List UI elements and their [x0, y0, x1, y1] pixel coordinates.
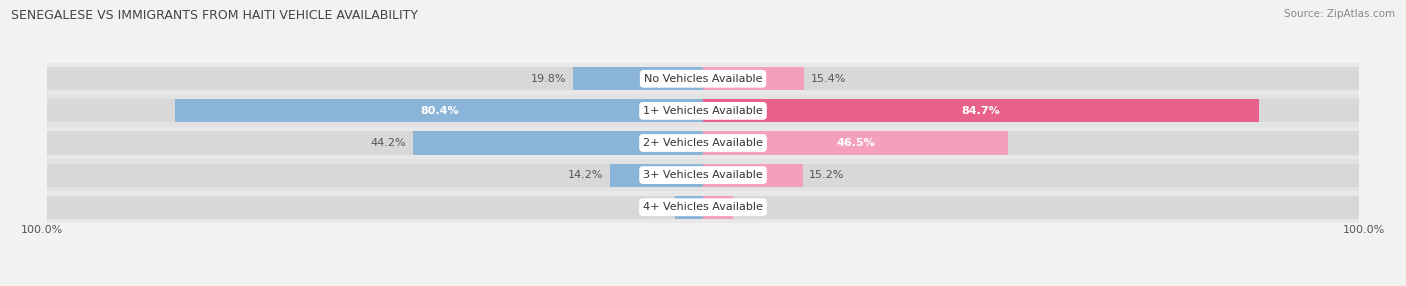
Bar: [703, 164, 803, 187]
Text: 84.7%: 84.7%: [962, 106, 1000, 116]
Text: 4+ Vehicles Available: 4+ Vehicles Available: [643, 202, 763, 212]
Bar: [703, 132, 1008, 154]
Text: 80.4%: 80.4%: [420, 106, 458, 116]
Bar: [413, 132, 703, 154]
Bar: [574, 67, 703, 90]
Bar: [703, 67, 1360, 90]
Text: Source: ZipAtlas.com: Source: ZipAtlas.com: [1284, 9, 1395, 19]
Bar: [703, 196, 1360, 219]
Text: 100.0%: 100.0%: [1343, 225, 1385, 235]
Text: No Vehicles Available: No Vehicles Available: [644, 74, 762, 84]
Text: 46.5%: 46.5%: [837, 138, 875, 148]
Bar: [703, 159, 1360, 191]
Text: 1+ Vehicles Available: 1+ Vehicles Available: [643, 106, 763, 116]
Text: SENEGALESE VS IMMIGRANTS FROM HAITI VEHICLE AVAILABILITY: SENEGALESE VS IMMIGRANTS FROM HAITI VEHI…: [11, 9, 418, 21]
Bar: [610, 164, 703, 187]
Bar: [46, 99, 703, 122]
Bar: [703, 164, 1360, 187]
Text: 44.2%: 44.2%: [371, 138, 406, 148]
Bar: [46, 191, 703, 223]
Bar: [703, 191, 1360, 223]
Bar: [675, 196, 703, 219]
Bar: [703, 196, 733, 219]
Bar: [703, 95, 1360, 127]
Bar: [703, 67, 804, 90]
Bar: [46, 159, 703, 191]
Text: 15.4%: 15.4%: [811, 74, 846, 84]
Text: 19.8%: 19.8%: [531, 74, 567, 84]
Text: 15.2%: 15.2%: [810, 170, 845, 180]
Bar: [703, 127, 1360, 159]
Bar: [703, 99, 1258, 122]
Bar: [703, 63, 1360, 95]
Bar: [703, 99, 1360, 122]
Bar: [46, 63, 703, 95]
Text: 2+ Vehicles Available: 2+ Vehicles Available: [643, 138, 763, 148]
Bar: [46, 95, 703, 127]
Bar: [46, 67, 703, 90]
Bar: [176, 99, 703, 122]
Text: 100.0%: 100.0%: [21, 225, 63, 235]
Bar: [46, 196, 703, 219]
Bar: [46, 127, 703, 159]
Bar: [703, 132, 1360, 154]
Text: 14.2%: 14.2%: [568, 170, 603, 180]
Text: 4.5%: 4.5%: [740, 202, 768, 212]
Bar: [46, 132, 703, 154]
Text: 4.3%: 4.3%: [640, 202, 668, 212]
Text: 3+ Vehicles Available: 3+ Vehicles Available: [643, 170, 763, 180]
Bar: [46, 164, 703, 187]
